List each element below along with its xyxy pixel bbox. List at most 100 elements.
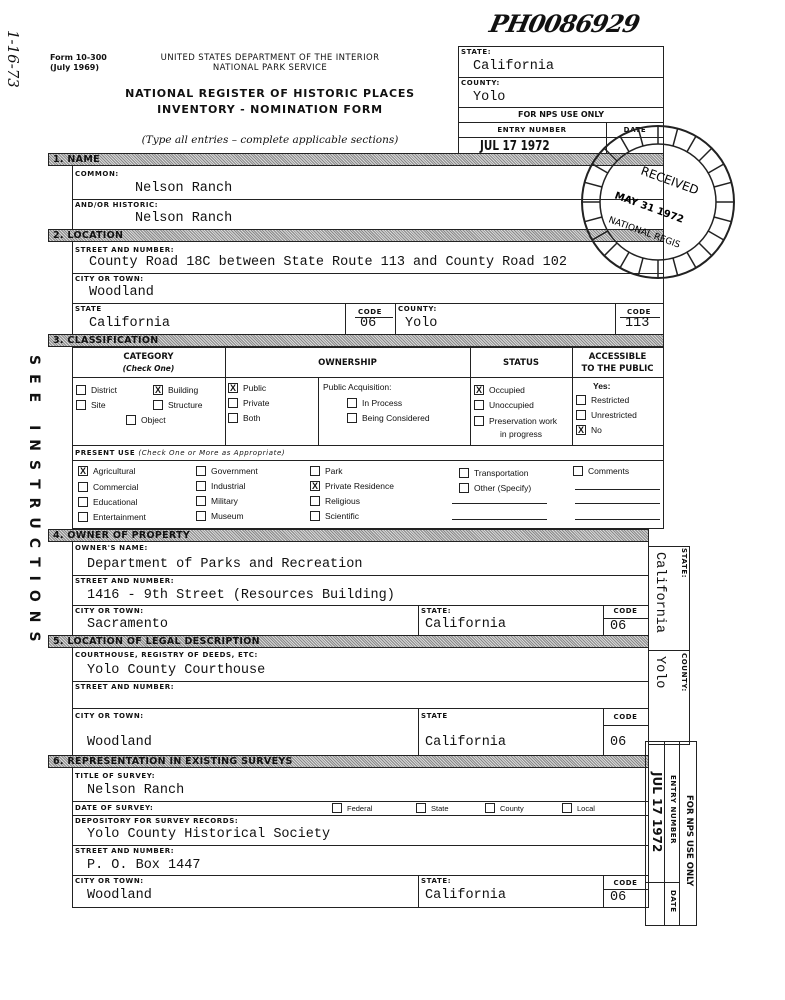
owner-street[interactable]: 1416 - 9th Street (Resources Building) [87,588,395,603]
present-use-checkbox-private-residence[interactable]: X Private Residence [310,481,394,491]
present-use-checkbox-military[interactable]: Military [196,496,238,506]
category-checkbox-district[interactable]: District [76,385,117,395]
survey-street[interactable]: P. O. Box 1447 [87,858,201,873]
owner-name[interactable]: Department of Parks and Recreation [87,557,363,572]
acquisition-checkbox-being-considered[interactable]: Being Considered [347,413,430,423]
unchecked-box-icon[interactable] [228,398,238,408]
present-use-checkbox-commercial[interactable]: Commercial [78,482,138,492]
unchecked-box-icon[interactable] [310,511,320,521]
unchecked-box-icon[interactable] [76,385,86,395]
acquisition-checkbox-in-process[interactable]: In Process [347,398,402,408]
present-use-checkbox-other-specify[interactable]: Other (Specify) [459,483,531,493]
ownership-checkbox-private[interactable]: Private [228,398,269,408]
location-state-label: STATE [75,305,102,313]
unchecked-box-icon[interactable] [459,483,469,493]
unchecked-box-icon[interactable] [196,496,206,506]
ownership-checkbox-both[interactable]: Both [228,413,261,423]
unchecked-box-icon[interactable] [310,466,320,476]
unchecked-box-icon[interactable] [576,395,586,405]
category-checkbox-building[interactable]: X Building [153,385,198,395]
owner-city[interactable]: Sacramento [87,617,169,632]
category-checkbox-object[interactable]: Object [126,415,166,425]
accessible-label: No [591,425,602,435]
accessible-checkbox-restricted[interactable]: Restricted [576,395,629,405]
unchecked-box-icon[interactable] [196,511,206,521]
status-checkbox-occupied[interactable]: X Occupied [474,385,525,395]
category-checkbox-site[interactable]: Site [76,400,106,410]
checked-box-icon[interactable]: X [474,385,484,395]
survey-level-checkbox-federal[interactable]: Federal [332,803,372,813]
historic-name[interactable]: Nelson Ranch [135,211,233,226]
location-state[interactable]: California [89,316,171,331]
survey-level-checkbox-local[interactable]: Local [562,803,595,813]
checked-box-icon[interactable]: X [576,425,586,435]
category-checkbox-structure[interactable]: Structure [153,400,203,410]
present-use-checkbox-scientific[interactable]: Scientific [310,511,359,521]
present-use-checkbox-agricultural[interactable]: X Agricultural [78,466,136,476]
survey-city[interactable]: Woodland [87,888,152,903]
unchecked-box-icon[interactable] [196,481,206,491]
survey-level-label: Local [577,803,595,813]
unchecked-box-icon[interactable] [573,466,583,476]
present-use-checkbox-industrial[interactable]: Industrial [196,481,246,491]
location-street[interactable]: County Road 18C between State Route 113 … [89,255,567,270]
legal-code[interactable]: 06 [610,735,627,750]
unchecked-box-icon[interactable] [416,803,426,813]
location-county[interactable]: Yolo [405,316,438,331]
checked-box-icon[interactable]: X [153,385,163,395]
owner-state[interactable]: California [425,617,507,632]
unchecked-box-icon[interactable] [332,803,342,813]
unchecked-box-icon[interactable] [576,410,586,420]
unchecked-box-icon[interactable] [196,466,206,476]
present-use-checkbox-museum[interactable]: Museum [196,511,244,521]
depository[interactable]: Yolo County Historical Society [87,827,331,842]
checked-box-icon[interactable]: X [310,481,320,491]
survey-state[interactable]: California [425,888,507,903]
unchecked-box-icon[interactable] [347,413,357,423]
unchecked-box-icon[interactable] [153,400,163,410]
present-use-checkbox-religious[interactable]: Religious [310,496,360,506]
location-county-code[interactable]: 113 [625,316,650,331]
owner-code[interactable]: 06 [610,619,627,634]
unchecked-box-icon[interactable] [76,400,86,410]
survey-level-checkbox-state[interactable]: State [416,803,449,813]
unchecked-box-icon[interactable] [347,398,357,408]
unchecked-box-icon[interactable] [474,416,484,426]
present-use-checkbox-entertainment[interactable]: Entertainment [78,512,146,522]
unchecked-box-icon[interactable] [310,496,320,506]
unchecked-box-icon[interactable] [78,482,88,492]
unchecked-box-icon[interactable] [485,803,495,813]
unchecked-box-icon[interactable] [459,468,469,478]
common-name[interactable]: Nelson Ranch [135,181,233,196]
unchecked-box-icon[interactable] [562,803,572,813]
unchecked-box-icon[interactable] [78,497,88,507]
accessible-checkbox-unrestricted[interactable]: Unrestricted [576,410,637,420]
status-checkbox-preservation-work[interactable]: Preservation work [474,416,557,426]
nps-county-label: COUNTY: [461,79,500,87]
present-use-checkbox-transportation[interactable]: Transportation [459,468,529,478]
survey-title[interactable]: Nelson Ranch [87,783,185,798]
survey-code[interactable]: 06 [610,890,627,905]
present-use-checkbox-government[interactable]: Government [196,466,258,476]
location-state-code[interactable]: 06 [360,316,377,331]
survey-level-checkbox-county[interactable]: County [485,803,524,813]
checked-box-icon[interactable]: X [228,383,238,393]
legal-street-label: STREET AND NUMBER: [75,683,175,691]
checked-box-icon[interactable]: X [78,466,88,476]
accessible-checkbox-no[interactable]: X No [576,425,602,435]
unchecked-box-icon[interactable] [474,400,484,410]
unchecked-box-icon[interactable] [78,512,88,522]
received-stamp: RECEIVED MAY 31 1972 NATIONAL REGIS [581,125,735,279]
form-date: (July 1969) [50,63,99,72]
legal-city[interactable]: Woodland [87,735,152,750]
unchecked-box-icon[interactable] [228,413,238,423]
unchecked-box-icon[interactable] [126,415,136,425]
legal-state[interactable]: California [425,735,507,750]
present-use-checkbox-educational[interactable]: Educational [78,497,137,507]
courthouse[interactable]: Yolo County Courthouse [87,663,266,678]
present-use-checkbox-comments[interactable]: Comments [573,466,629,476]
location-city[interactable]: Woodland [89,285,154,300]
ownership-checkbox-public[interactable]: X Public [228,383,266,393]
present-use-checkbox-park[interactable]: Park [310,466,342,476]
status-checkbox-unoccupied[interactable]: Unoccupied [474,400,534,410]
